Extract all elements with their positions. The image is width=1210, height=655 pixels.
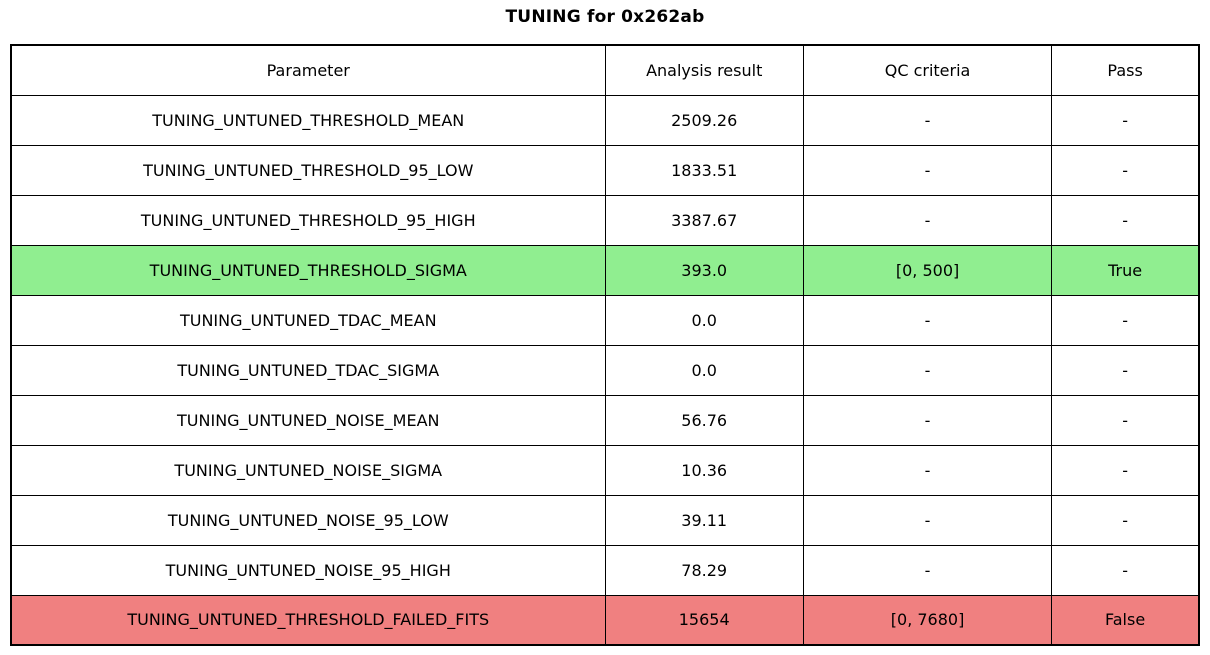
table-row: TUNING_UNTUNED_NOISE_95_LOW 39.11 - - <box>10 494 1200 546</box>
cell-parameter: TUNING_UNTUNED_THRESHOLD_SIGMA <box>10 244 606 296</box>
cell-parameter: TUNING_UNTUNED_TDAC_MEAN <box>10 294 606 346</box>
cell-parameter: TUNING_UNTUNED_TDAC_SIGMA <box>10 344 606 396</box>
cell-qc-criteria: - <box>802 294 1053 346</box>
cell-qc-criteria: [0, 7680] <box>802 594 1053 646</box>
cell-pass: - <box>1051 94 1200 146</box>
cell-analysis-result: 39.11 <box>604 494 804 546</box>
cell-qc-criteria: - <box>802 544 1053 596</box>
cell-qc-criteria: [0, 500] <box>802 244 1053 296</box>
cell-parameter: TUNING_UNTUNED_NOISE_MEAN <box>10 394 606 446</box>
cell-analysis-result: 10.36 <box>604 444 804 496</box>
table-row: TUNING_UNTUNED_TDAC_SIGMA 0.0 - - <box>10 344 1200 396</box>
cell-qc-criteria: - <box>802 344 1053 396</box>
table-row-pass-highlight: TUNING_UNTUNED_THRESHOLD_SIGMA 393.0 [0,… <box>10 244 1200 296</box>
cell-analysis-result: 78.29 <box>604 544 804 596</box>
cell-qc-criteria: - <box>802 194 1053 246</box>
cell-parameter: TUNING_UNTUNED_NOISE_SIGMA <box>10 444 606 496</box>
column-header-parameter: Parameter <box>10 44 606 96</box>
table-row: TUNING_UNTUNED_THRESHOLD_MEAN 2509.26 - … <box>10 94 1200 146</box>
cell-analysis-result: 2509.26 <box>604 94 804 146</box>
cell-pass: - <box>1051 494 1200 546</box>
cell-parameter: TUNING_UNTUNED_NOISE_95_LOW <box>10 494 606 546</box>
cell-pass: - <box>1051 144 1200 196</box>
cell-analysis-result: 3387.67 <box>604 194 804 246</box>
column-header-qc-criteria: QC criteria <box>802 44 1053 96</box>
cell-parameter: TUNING_UNTUNED_THRESHOLD_95_HIGH <box>10 194 606 246</box>
cell-analysis-result: 1833.51 <box>604 144 804 196</box>
cell-analysis-result: 0.0 <box>604 344 804 396</box>
table-row: TUNING_UNTUNED_TDAC_MEAN 0.0 - - <box>10 294 1200 346</box>
page-title: TUNING for 0x262ab <box>505 7 705 27</box>
column-header-analysis-result: Analysis result <box>604 44 804 96</box>
cell-pass: - <box>1051 194 1200 246</box>
cell-analysis-result: 15654 <box>604 594 804 646</box>
header-row: Parameter Analysis result QC criteria Pa… <box>10 44 1200 96</box>
cell-qc-criteria: - <box>802 444 1053 496</box>
cell-pass: True <box>1051 244 1200 296</box>
cell-analysis-result: 393.0 <box>604 244 804 296</box>
cell-pass: - <box>1051 394 1200 446</box>
cell-analysis-result: 56.76 <box>604 394 804 446</box>
cell-parameter: TUNING_UNTUNED_THRESHOLD_95_LOW <box>10 144 606 196</box>
cell-analysis-result: 0.0 <box>604 294 804 346</box>
qc-table: Parameter Analysis result QC criteria Pa… <box>10 44 1200 646</box>
cell-qc-criteria: - <box>802 144 1053 196</box>
cell-pass: - <box>1051 294 1200 346</box>
cell-qc-criteria: - <box>802 494 1053 546</box>
cell-pass: False <box>1051 594 1200 646</box>
cell-parameter: TUNING_UNTUNED_NOISE_95_HIGH <box>10 544 606 596</box>
cell-qc-criteria: - <box>802 394 1053 446</box>
cell-qc-criteria: - <box>802 94 1053 146</box>
cell-pass: - <box>1051 544 1200 596</box>
cell-parameter: TUNING_UNTUNED_THRESHOLD_FAILED_FITS <box>10 594 606 646</box>
cell-pass: - <box>1051 444 1200 496</box>
table-row: TUNING_UNTUNED_THRESHOLD_95_LOW 1833.51 … <box>10 144 1200 196</box>
table-row: TUNING_UNTUNED_THRESHOLD_95_HIGH 3387.67… <box>10 194 1200 246</box>
table-row: TUNING_UNTUNED_NOISE_95_HIGH 78.29 - - <box>10 544 1200 596</box>
table-row-fail-highlight: TUNING_UNTUNED_THRESHOLD_FAILED_FITS 156… <box>10 594 1200 646</box>
cell-parameter: TUNING_UNTUNED_THRESHOLD_MEAN <box>10 94 606 146</box>
cell-pass: - <box>1051 344 1200 396</box>
table-row: TUNING_UNTUNED_NOISE_SIGMA 10.36 - - <box>10 444 1200 496</box>
table-row: TUNING_UNTUNED_NOISE_MEAN 56.76 - - <box>10 394 1200 446</box>
column-header-pass: Pass <box>1051 44 1200 96</box>
